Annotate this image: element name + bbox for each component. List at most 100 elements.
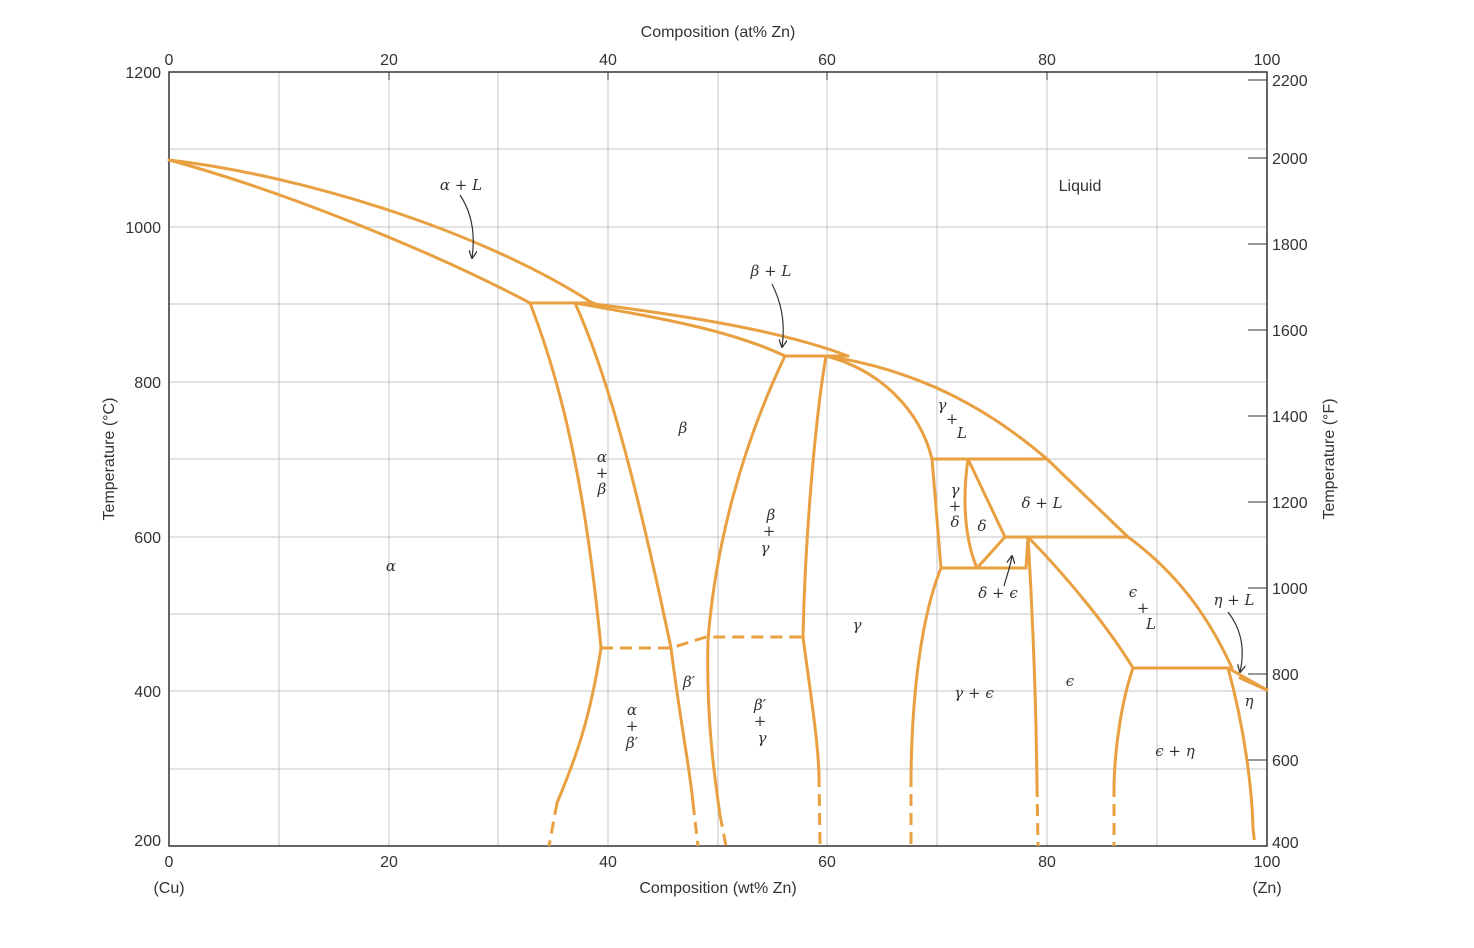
phase-alpha-liquid-label: α + L <box>440 176 482 194</box>
top-tick-label: 40 <box>599 52 617 69</box>
phase-delta-liquid-label: δ + L <box>1021 494 1062 512</box>
phase-gamma-epsilon-label: γ + ϵ <box>954 684 994 702</box>
dashed-boundaries <box>547 635 1257 847</box>
phase-delta-epsilon-label: δ + ϵ <box>978 584 1018 602</box>
eta-solidus <box>1238 676 1269 692</box>
arrow-beta-l <box>771 283 783 347</box>
beta-gamma-left-low <box>706 638 722 817</box>
phase-alpha-beta-label: α + β <box>596 448 609 498</box>
right-tick-label: 1800 <box>1272 237 1308 254</box>
delta-bottom <box>975 535 1007 570</box>
phase-gamma-delta-label: γ + δ <box>949 481 962 531</box>
phase-eta-label: η <box>1245 692 1254 710</box>
phase-liquid-label: Liquid <box>1059 178 1102 195</box>
delta-left <box>963 457 979 570</box>
phase-eta-liquid-label: η + L <box>1213 591 1254 609</box>
top-tick-label: 20 <box>380 52 398 69</box>
zn-end-label: (Zn) <box>1252 880 1281 897</box>
arrow-delta-eps <box>1003 556 1012 587</box>
right-tick-label: 1000 <box>1272 581 1308 598</box>
bottom-axis-label: Composition (wt% Zn) <box>639 880 796 897</box>
phase-epsilon-liquid-label: ϵ + L <box>1129 583 1156 633</box>
svg-text:δ: δ <box>950 513 959 531</box>
top-tick-label: 100 <box>1254 52 1281 69</box>
left-tick-label: 200 <box>134 833 161 850</box>
leader-arrows <box>459 194 1242 672</box>
svg-text:L: L <box>1145 615 1156 633</box>
top-tick-label: 80 <box>1038 52 1056 69</box>
left-axis-label: Temperature (°C) <box>101 398 118 521</box>
svg-text:+: + <box>626 717 639 735</box>
svg-text:α: α <box>627 701 637 719</box>
right-tick-label: 800 <box>1272 667 1299 684</box>
phase-delta-label: δ <box>977 517 986 535</box>
plot-frame <box>168 71 1268 847</box>
bottom-tick-label: 100 <box>1254 854 1281 871</box>
gamma-delta-left <box>930 457 943 570</box>
phase-beta-prime-label: β′ <box>682 673 696 691</box>
eps-right-low <box>1112 666 1135 787</box>
phase-beta-liquid-label: β + L <box>750 262 792 280</box>
svg-text:L: L <box>956 424 967 442</box>
liquidus-gamma <box>824 354 1049 461</box>
liquidus-alpha <box>167 158 596 306</box>
left-tick-label: 1000 <box>125 220 161 237</box>
svg-text:+: + <box>946 410 959 428</box>
alpha-boundary <box>528 301 603 650</box>
bottom-tick-label: 20 <box>380 854 398 871</box>
beta-alpha-boundary <box>573 301 673 650</box>
gamma-left <box>801 354 828 639</box>
phase-beta-label: β <box>678 419 688 437</box>
liquidus-beta <box>592 302 850 358</box>
right-tick-label: 1200 <box>1272 495 1308 512</box>
svg-text:+: + <box>754 712 767 730</box>
svg-text:β: β <box>766 506 776 524</box>
gamma-left-low <box>801 635 821 777</box>
alpha-boundary-low <box>555 646 603 805</box>
cu-end-label: (Cu) <box>153 880 184 897</box>
bottom-tick-label: 0 <box>165 854 174 871</box>
top-tick-label: 0 <box>165 52 174 69</box>
arrow-alpha-l <box>459 194 473 258</box>
svg-text:+: + <box>596 464 609 482</box>
grid-lines <box>169 72 1267 846</box>
phase-boundaries <box>167 158 1269 830</box>
alpha-betap-transition <box>601 635 803 650</box>
right-tick-label: 2200 <box>1272 73 1308 90</box>
phase-epsilon-eta-label: ϵ + η <box>1155 742 1195 760</box>
bottom-tick-label: 60 <box>818 854 836 871</box>
right-tick-label: 1600 <box>1272 323 1308 340</box>
svg-text:+: + <box>1137 599 1150 617</box>
svg-text:+: + <box>949 497 962 515</box>
svg-text:ϵ: ϵ <box>1129 583 1138 601</box>
beta-gamma-left <box>706 354 787 642</box>
svg-text:γ: γ <box>951 481 960 499</box>
right-tick-label: 600 <box>1272 753 1299 770</box>
svg-text:β: β <box>597 480 607 498</box>
phase-alpha-label: α <box>386 557 396 575</box>
svg-text:α: α <box>597 448 607 466</box>
phase-gamma-label: γ <box>853 616 862 634</box>
svg-text:β′: β′ <box>625 734 639 752</box>
phase-epsilon-label: ϵ <box>1066 672 1075 690</box>
svg-text:+: + <box>763 522 776 540</box>
arrow-eta-l <box>1227 611 1242 672</box>
svg-text:γ: γ <box>761 539 770 557</box>
left-tick-label: 400 <box>134 684 161 701</box>
gamma-liquid-boundary <box>824 354 934 461</box>
solidus-beta <box>573 301 787 358</box>
gamma-right-low <box>909 566 943 777</box>
left-tick-label: 1200 <box>125 65 161 82</box>
eps-left-low <box>1026 535 1039 787</box>
bottom-tick-label: 40 <box>599 854 617 871</box>
right-tick-label: 1400 <box>1272 409 1308 426</box>
right-tick-label: 400 <box>1272 835 1299 852</box>
eps-right <box>1026 535 1135 670</box>
svg-text:γ: γ <box>758 729 767 747</box>
left-tick-label: 800 <box>134 375 161 392</box>
phase-gamma-liquid-label: γ + L <box>938 396 968 442</box>
right-axis-label: Temperature (°F) <box>1321 398 1338 519</box>
betap-boundary-low <box>669 646 695 805</box>
bottom-tick-label: 80 <box>1038 854 1056 871</box>
